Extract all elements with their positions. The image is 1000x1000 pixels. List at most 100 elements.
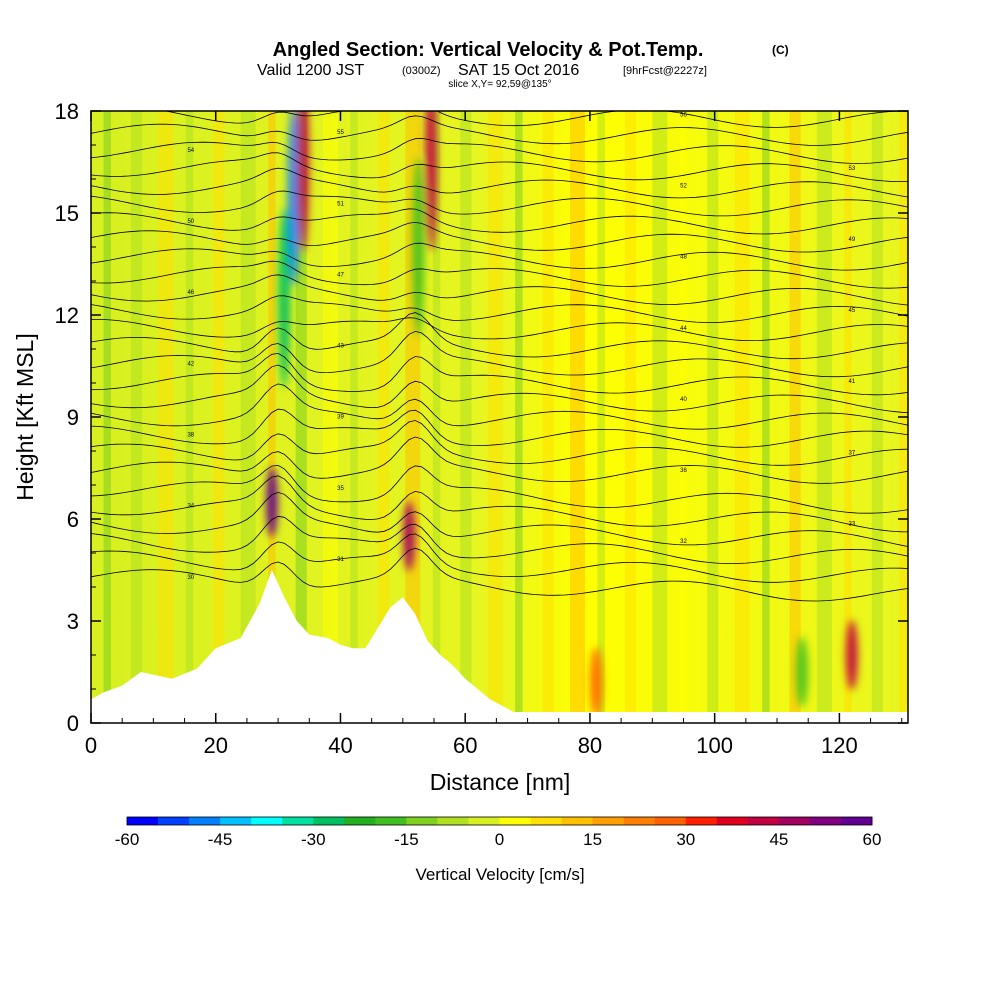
isentrope-label: 48 (680, 255, 687, 261)
isentrope-label: 37 (849, 450, 856, 456)
plot-area: 30 31 32 33 34 35 36 37 38 39 40 41 42 43 44 45 46 47 48 49… (91, 111, 908, 712)
colorbar-swatch (282, 817, 314, 825)
isentrope-labels: 30 31 32 33 34 35 36 37 38 39 40 41 42 43 44 45 46 47 48 49… (187, 112, 855, 580)
velocity-band (762, 111, 770, 712)
velocity-band (542, 111, 554, 712)
isentrope-label: 44 (680, 326, 687, 332)
isentrope-line (91, 260, 908, 289)
isentrope-label: 36 (680, 468, 687, 474)
subtitle-utc: (0300Z) (402, 65, 441, 77)
velocity-bands (103, 111, 908, 712)
x-axis-label: Distance [nm] (430, 769, 571, 795)
isentrope-line (91, 152, 908, 182)
isentrope-line (91, 312, 908, 360)
velocity-band (570, 111, 585, 712)
isentrope-line (91, 274, 908, 306)
colorbar-swatch (561, 817, 594, 825)
isentrope-line (91, 137, 908, 164)
isentrope-line (91, 436, 908, 484)
colorbar-swatch (747, 817, 780, 825)
velocity-cell (287, 111, 300, 286)
velocity-band (624, 111, 637, 712)
colorbar-tick-label: -45 (208, 830, 233, 849)
isentrope-label: 54 (187, 148, 194, 154)
y-tick-label: 3 (67, 609, 79, 634)
colorbar-tick-label: 15 (583, 830, 602, 849)
x-tick-label: 0 (85, 733, 97, 758)
velocity-band (487, 111, 503, 712)
colorbar-swatch (220, 817, 252, 825)
velocity-band (295, 111, 307, 712)
velocity-band (734, 111, 750, 712)
velocity-band (844, 111, 852, 712)
isentropes (91, 111, 908, 602)
velocity-cell (590, 647, 603, 712)
colorbar-tick-label: -60 (115, 830, 140, 849)
velocity-band (323, 111, 338, 712)
isentrope-label: 32 (680, 539, 687, 545)
subtitle-forecast: [9hrFcst@2227z] (623, 65, 707, 77)
velocity-band (268, 111, 276, 712)
velocity-band (652, 111, 668, 712)
velocity-band (515, 111, 523, 712)
velocity-band (460, 111, 472, 712)
velocity-band (377, 111, 390, 712)
colorbar-tick-label: 60 (863, 830, 882, 849)
colorbar-swatch (530, 817, 562, 825)
x-tick-label: 20 (203, 733, 227, 758)
velocity-band (432, 111, 441, 712)
y-tick-label: 6 (67, 507, 79, 532)
colorbar-swatch (189, 817, 221, 825)
isentrope-label: 46 (187, 290, 194, 296)
y-tick-label: 9 (67, 405, 79, 430)
velocity-band (899, 111, 908, 712)
velocity-band (158, 111, 174, 712)
colorbar-swatch (809, 817, 842, 825)
isentrope-label: 30 (187, 575, 194, 581)
colorbar-swatch (375, 817, 407, 825)
velocity-cell (796, 637, 808, 707)
colorbar-swatch (654, 817, 687, 825)
velocity-band (679, 111, 688, 712)
isentrope-line (91, 408, 908, 448)
isentrope-line (91, 242, 908, 271)
velocity-band (213, 111, 225, 712)
colorbar-tick-label: 0 (495, 830, 504, 849)
velocity-band (185, 111, 194, 712)
isentrope-label: 49 (849, 237, 856, 243)
slice-info: slice X,Y= 92,59@135° (448, 79, 551, 90)
isentrope-label: 40 (680, 397, 687, 403)
isentrope-label: 31 (337, 557, 344, 563)
colorbar-swatch (313, 817, 345, 825)
isentrope-label: 35 (337, 486, 344, 492)
isentrope-line (91, 115, 908, 146)
velocity-band (871, 111, 883, 712)
colorbar-tick-label: 45 (769, 830, 788, 849)
x-tick-label: 120 (821, 733, 858, 758)
isentrope-line (91, 420, 908, 466)
velocity-cell (403, 501, 416, 571)
isentrope-line (91, 167, 908, 199)
colorbar-swatch (437, 817, 469, 825)
velocity-cell (412, 157, 425, 337)
velocity-band (707, 111, 719, 712)
y-tick-label: 15 (55, 201, 79, 226)
colorbar-swatch (127, 817, 159, 825)
colorbar-frame (126, 816, 873, 826)
colorbar: -60 -45 -30 -15 0 15 30 45 60 (115, 816, 882, 849)
x-tick-label: 100 (696, 733, 733, 758)
chart-title: Angled Section: Vertical Velocity & Pot.… (273, 39, 704, 61)
colorbar-swatch (344, 817, 376, 825)
colorbar-swatch (592, 817, 625, 825)
x-tick-label: 40 (328, 733, 352, 758)
y-tick-label: 12 (55, 303, 79, 328)
isentrope-label: 34 (187, 504, 194, 510)
colorbar-swatch (841, 817, 873, 825)
isentrope-label: 33 (849, 521, 856, 527)
colorbar-label: Vertical Velocity [cm/s] (415, 865, 584, 884)
colorbar-swatch (499, 817, 531, 825)
y-axis-label: Height [Kft MSL] (12, 333, 38, 500)
colorbar-tick-label: -30 (301, 830, 326, 849)
colorbar-swatch (158, 817, 190, 825)
